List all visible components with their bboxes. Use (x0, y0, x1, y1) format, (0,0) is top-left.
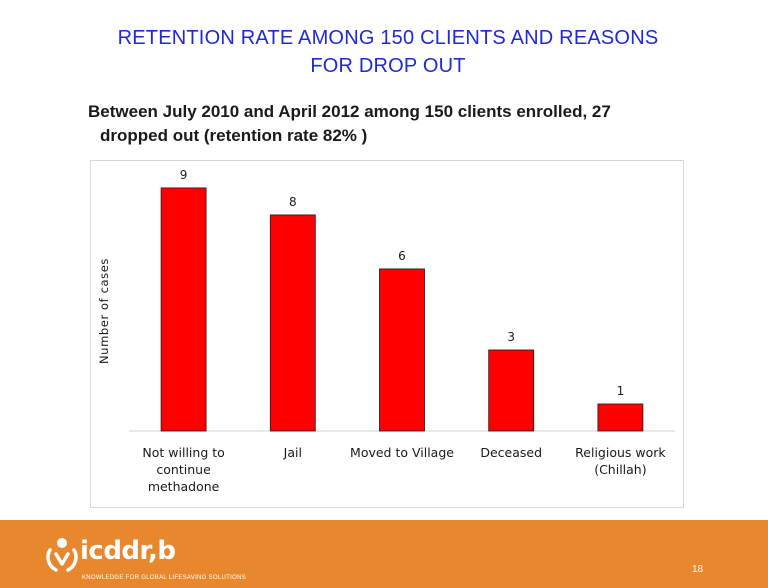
bar-4 (597, 403, 644, 432)
y-axis-label: Number of cases (97, 258, 111, 364)
bar-2 (379, 268, 425, 432)
category-label-2-0: Moved to Village (350, 445, 454, 460)
footer-bar: icddr,b KNOWLEDGE FOR GLOBAL LIFESAVING … (0, 520, 768, 588)
bar-chart: 9 Not willing to continue methadone 8 Jail 6 Mo… (97, 168, 675, 494)
category-label-0-0: Not willing to (142, 445, 224, 460)
slide-title-line-2: FOR DROP OUT (310, 55, 466, 77)
subtitle-line-1: Between July 2010 and April 2012 among 1… (88, 102, 611, 121)
data-label-1: 8 (289, 195, 297, 209)
logo-wordmark: icddr,b (80, 536, 176, 566)
subtitle-line-2: dropped out (retention rate 82% ) (100, 126, 368, 145)
slide-title-line-1: RETENTION RATE AMONG 150 CLIENTS AND REA… (117, 27, 659, 49)
slide-title: RETENTION RATE AMONG 150 CLIENTS AND REA… (40, 24, 736, 80)
logo-tagline: KNOWLEDGE FOR GLOBAL LIFESAVING SOLUTION… (82, 575, 246, 581)
category-label-4-1: (Chillah) (594, 462, 646, 477)
data-label-2: 6 (398, 249, 406, 263)
category-label-4-0: Religious work (575, 445, 666, 460)
category-label-0-2: methadone (148, 479, 220, 494)
category-label-0-1: continue (156, 462, 211, 477)
bar-1 (269, 214, 316, 432)
chart-frame: 9 Not willing to continue methadone 8 Jail 6 Mo… (90, 160, 684, 508)
slide-subtitle: Between July 2010 and April 2012 among 1… (88, 100, 728, 148)
bar-3 (488, 349, 535, 432)
data-label-4: 1 (617, 384, 625, 398)
category-label-1-0: Jail (283, 445, 302, 460)
page-number: 18 (692, 564, 704, 575)
category-label-3-0: Deceased (480, 445, 542, 460)
bar-0 (160, 187, 207, 432)
data-label-3: 3 (507, 330, 515, 344)
logo-figure-icon (46, 538, 78, 572)
data-label-0: 9 (180, 168, 188, 182)
